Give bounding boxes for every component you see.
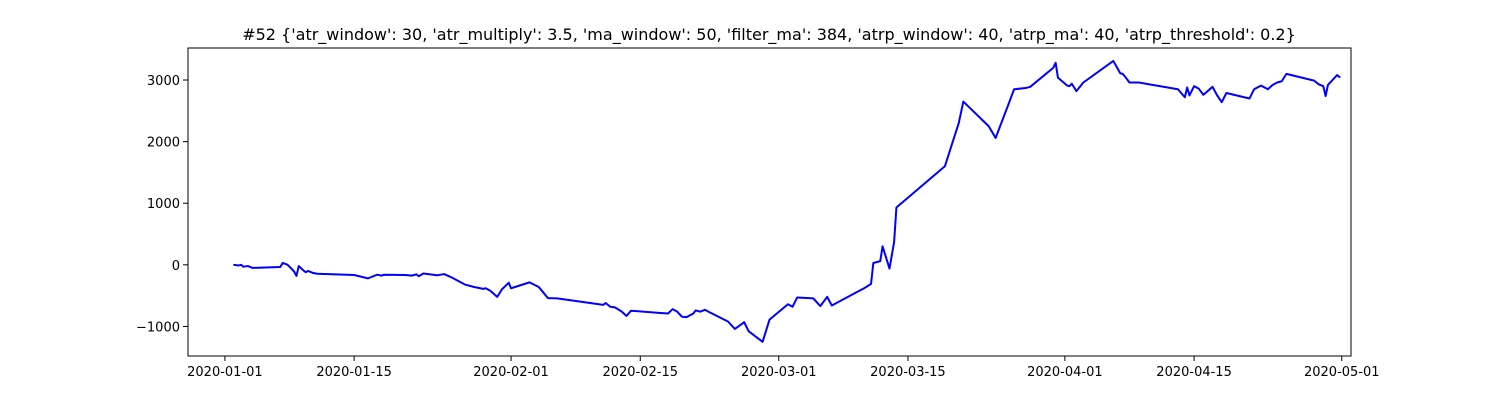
x-tick-label: 2020-03-01 (741, 365, 817, 380)
x-axis: 2020-01-01 2020-01-15 2020-02-01 2020-02-15… (187, 356, 1380, 380)
y-tick-label: 3000 (147, 74, 180, 89)
y-axis: −1000 0 1000 2000 3000 (136, 74, 188, 335)
series-line-0 (233, 59, 1341, 343)
y-tick-label: 2000 (147, 136, 180, 151)
y-tick-label: −1000 (136, 320, 180, 335)
chart-title: #52 {'atr_window': 30, 'atr_multiply': 3… (242, 25, 1296, 45)
x-tick-label: 2020-04-15 (1156, 365, 1232, 380)
x-tick-label: 2020-03-15 (870, 365, 946, 380)
x-tick-label: 2020-05-01 (1304, 365, 1380, 380)
x-tick-label: 2020-02-15 (602, 365, 678, 380)
y-tick-label: 1000 (147, 197, 180, 212)
y-tick-label: 0 (172, 259, 180, 274)
plot-area-frame (187, 47, 1352, 357)
series-layer (233, 59, 1341, 343)
x-tick-label: 2020-01-01 (187, 365, 263, 380)
x-tick-label: 2020-02-01 (473, 365, 549, 380)
x-tick-label: 2020-01-15 (316, 365, 392, 380)
x-tick-label: 2020-04-01 (1027, 365, 1103, 380)
